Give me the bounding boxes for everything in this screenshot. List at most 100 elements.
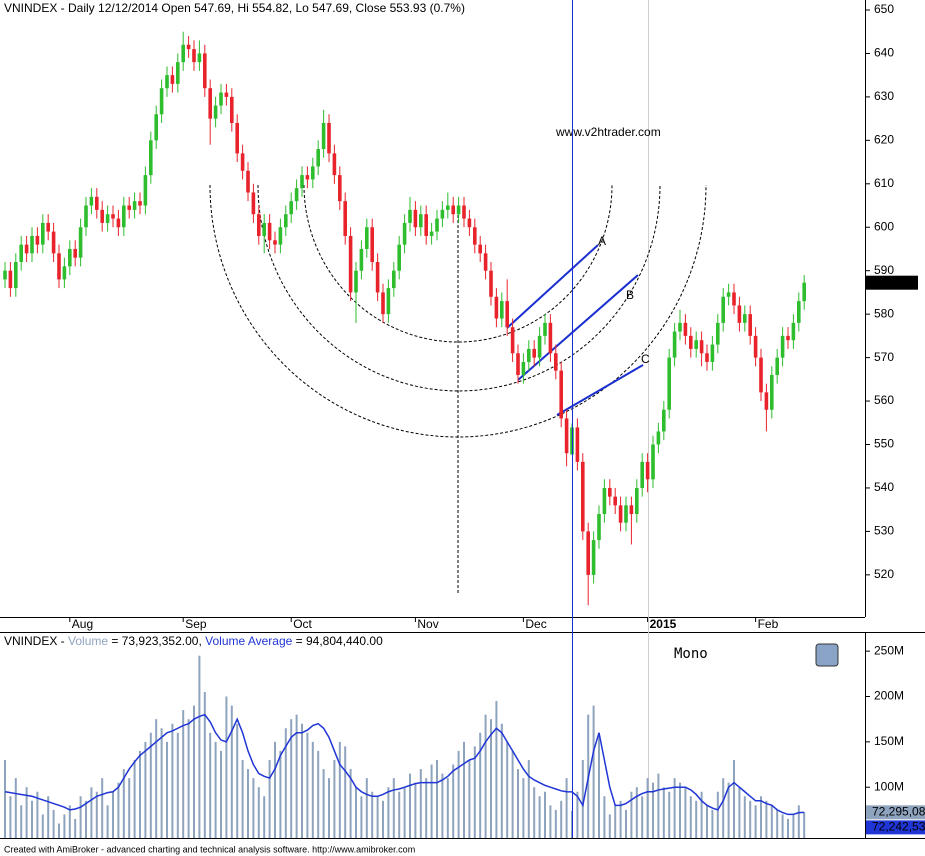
candle-body: [516, 353, 520, 375]
candle-body: [791, 322, 796, 341]
volume-bar: [792, 814, 795, 838]
volume-bar: [776, 809, 779, 838]
candle-body: [424, 214, 428, 236]
arc-inner: [303, 184, 613, 343]
volume-bar: [592, 705, 595, 838]
volume-bar: [490, 719, 492, 838]
volume-bar: [641, 796, 644, 838]
volume-bar: [25, 787, 28, 838]
y-tick-label: 100M: [874, 779, 904, 793]
candle-body: [311, 166, 315, 180]
volume-bar: [441, 773, 444, 838]
candle-body: [289, 201, 293, 215]
volume-bar: [122, 769, 125, 838]
candle-body: [8, 270, 13, 289]
volume-bar: [74, 818, 77, 838]
candle-body: [743, 314, 747, 323]
volume-bar: [128, 778, 131, 838]
volume-bar: [63, 814, 66, 838]
volume-bar: [484, 714, 487, 838]
volume-bar: [527, 759, 530, 838]
candle-body: [354, 270, 358, 293]
candle-body: [95, 196, 99, 210]
volume-bar: [182, 710, 185, 838]
volume-bar: [133, 759, 136, 838]
volume-bar: [263, 796, 266, 838]
annotation-label: C: [641, 352, 650, 366]
x-tick-label: 2015: [650, 617, 677, 631]
volume-bar: [144, 741, 147, 838]
candle-body: [753, 335, 758, 358]
volume-title: VNINDEX - Volume = 73,923,352.00, Volume…: [4, 634, 383, 648]
volume-bar: [657, 773, 660, 838]
candle-body: [62, 266, 67, 280]
candle-body: [284, 214, 288, 228]
volume-bar: [630, 791, 633, 838]
volume-bar: [765, 800, 768, 838]
candle-body: [656, 431, 661, 445]
volume-bar: [446, 778, 449, 838]
candle-body: [267, 222, 272, 241]
candle-body: [726, 292, 731, 297]
volume-bar: [733, 759, 735, 838]
volume-bar: [171, 723, 174, 838]
candle-body: [645, 461, 650, 480]
footer: Created with AmiBroker - advanced charti…: [4, 844, 415, 854]
last-value-label: 72,295,08: [872, 805, 925, 819]
trend-line-c: [556, 364, 644, 416]
candle-body: [305, 175, 310, 180]
candle-body: [192, 49, 196, 63]
volume-bar: [376, 796, 379, 838]
volume-bar: [565, 778, 568, 838]
volume-bar: [41, 814, 44, 838]
volume-bar: [430, 764, 433, 838]
y-tick-label: 580: [874, 306, 894, 320]
volume-bar: [155, 719, 158, 838]
candle-body: [224, 92, 229, 97]
volume-bar: [328, 778, 330, 838]
candle-body: [775, 357, 779, 375]
volume-bar: [166, 741, 168, 838]
candle-body: [554, 353, 558, 371]
volume-bar: [781, 814, 784, 838]
candle-body: [181, 44, 185, 63]
volume-bar: [349, 769, 352, 838]
volume-bar: [581, 759, 584, 838]
candle-body: [230, 96, 234, 123]
volume-bar: [247, 769, 249, 838]
volume-bar: [176, 732, 179, 838]
candle-body: [149, 140, 153, 176]
volume-bar: [522, 778, 525, 838]
volume-bar: [549, 805, 552, 838]
volume-bar: [290, 719, 293, 838]
volume-bar: [533, 787, 536, 838]
candle-body: [154, 114, 158, 141]
volume-bar: [754, 805, 757, 838]
candle-body: [392, 270, 396, 289]
volume-bar: [803, 812, 806, 838]
title-part: = 73,923,352.00,: [108, 634, 205, 648]
candle-body: [602, 487, 607, 515]
candle-body: [370, 227, 374, 263]
last-value-box: [866, 820, 925, 835]
style-button: [815, 643, 839, 667]
volume-bar: [608, 814, 611, 838]
volume-bar: [403, 787, 406, 838]
volume-bar: [214, 741, 217, 838]
trend-line-b: [517, 274, 639, 381]
candle-body: [213, 105, 218, 119]
volume-bar: [419, 769, 422, 838]
volume-bar: [333, 759, 336, 838]
volume-bar: [101, 778, 104, 838]
volume-bar: [387, 787, 390, 838]
volume-bar: [160, 728, 163, 838]
volume-average-line: [4, 713, 805, 816]
volume-bar: [268, 759, 271, 838]
candle-body: [348, 235, 353, 293]
candle-body: [159, 88, 164, 115]
y-tick-label: 540: [874, 480, 894, 494]
candle-body: [748, 314, 752, 336]
candle-body: [24, 244, 29, 254]
candle-body: [375, 262, 380, 293]
